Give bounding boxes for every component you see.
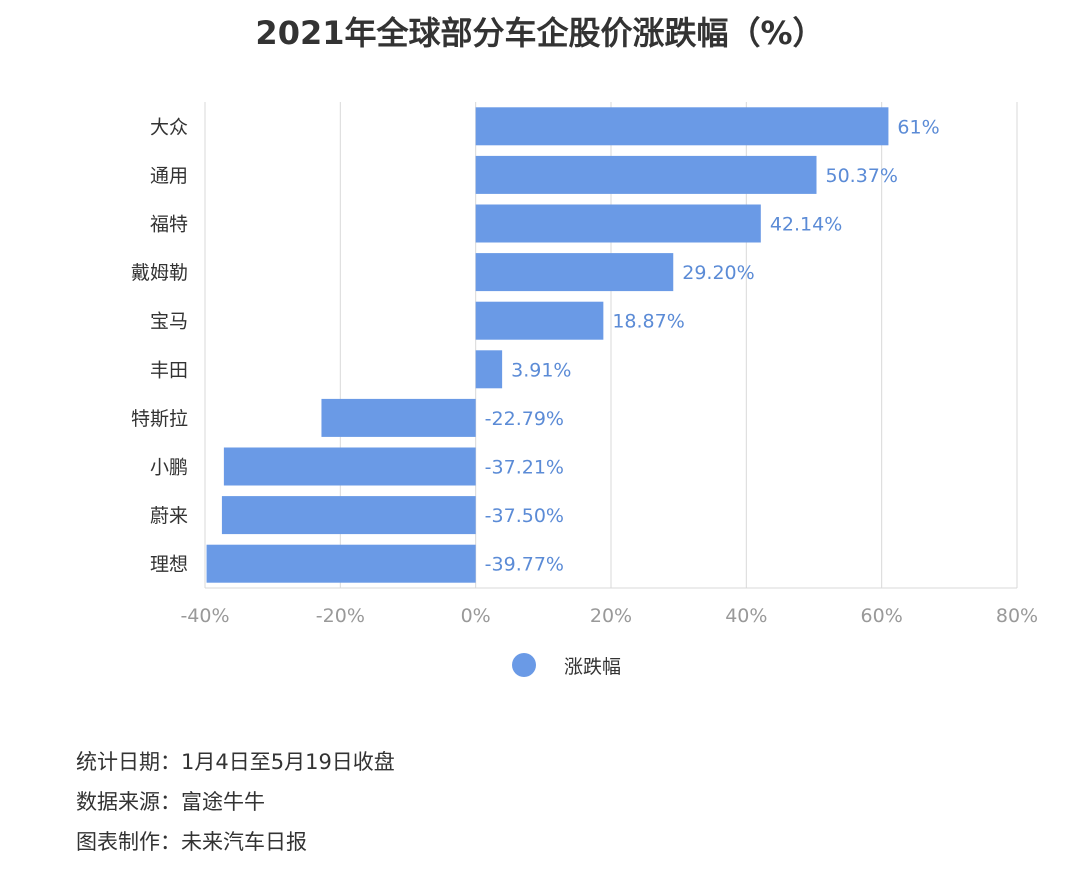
note-source: 数据来源：富途牛牛 [76,790,265,814]
category-label: 理想 [150,554,188,576]
bar-value-label: 42.14% [770,214,842,236]
note-author: 图表制作：未来汽车日报 [76,830,307,854]
bar-value-label: -39.77% [485,554,564,576]
bar [475,155,817,194]
bar [475,107,889,146]
x-tick-label: -20% [316,605,365,627]
bar [223,447,476,486]
legend-marker [512,653,536,677]
legend-label: 涨跌幅 [564,655,622,678]
bar [221,496,476,535]
category-label: 小鹏 [150,457,188,479]
bar [475,350,503,389]
note-date: 统计日期：1月4日至5月19日收盘 [76,750,395,774]
bar [206,544,476,583]
bar-value-label: -37.21% [485,457,564,479]
category-label: 宝马 [150,311,188,333]
bar [475,204,761,243]
x-tick-label: 20% [590,605,632,627]
bar-value-label: -22.79% [485,408,564,430]
x-tick-label: 40% [725,605,767,627]
x-tick-label: -40% [180,605,229,627]
bar-value-label: -37.50% [485,505,564,527]
chart-title: 2021年全球部分车企股价涨跌幅（%） [255,14,825,52]
bar [321,398,476,437]
x-tick-label: 80% [996,605,1038,627]
bar [475,253,674,292]
bar-value-label: 61% [897,116,939,138]
category-label: 特斯拉 [131,408,188,430]
bar-value-label: 29.20% [682,262,754,284]
bar-value-label: 3.91% [511,359,571,381]
x-tick-label: 60% [861,605,903,627]
x-tick-label: 0% [461,605,491,627]
category-label: 丰田 [150,359,188,381]
bar-value-label: 50.37% [826,165,898,187]
bar-value-label: 18.87% [612,311,684,333]
category-label: 戴姆勒 [131,262,188,284]
bar-chart: -40% -20% 0% 20% 40% 60% 80% 61% 大众 50.37% 通用 42.14… [131,102,1038,627]
category-label: 蔚来 [150,505,188,527]
category-label: 通用 [150,165,188,187]
footnotes: 统计日期：1月4日至5月19日收盘 数据来源：富途牛牛 图表制作：未来汽车日报 [76,748,395,868]
category-label: 大众 [150,116,188,138]
category-label: 福特 [150,214,188,236]
bar [475,301,604,340]
legend: 涨跌幅 [512,652,621,678]
